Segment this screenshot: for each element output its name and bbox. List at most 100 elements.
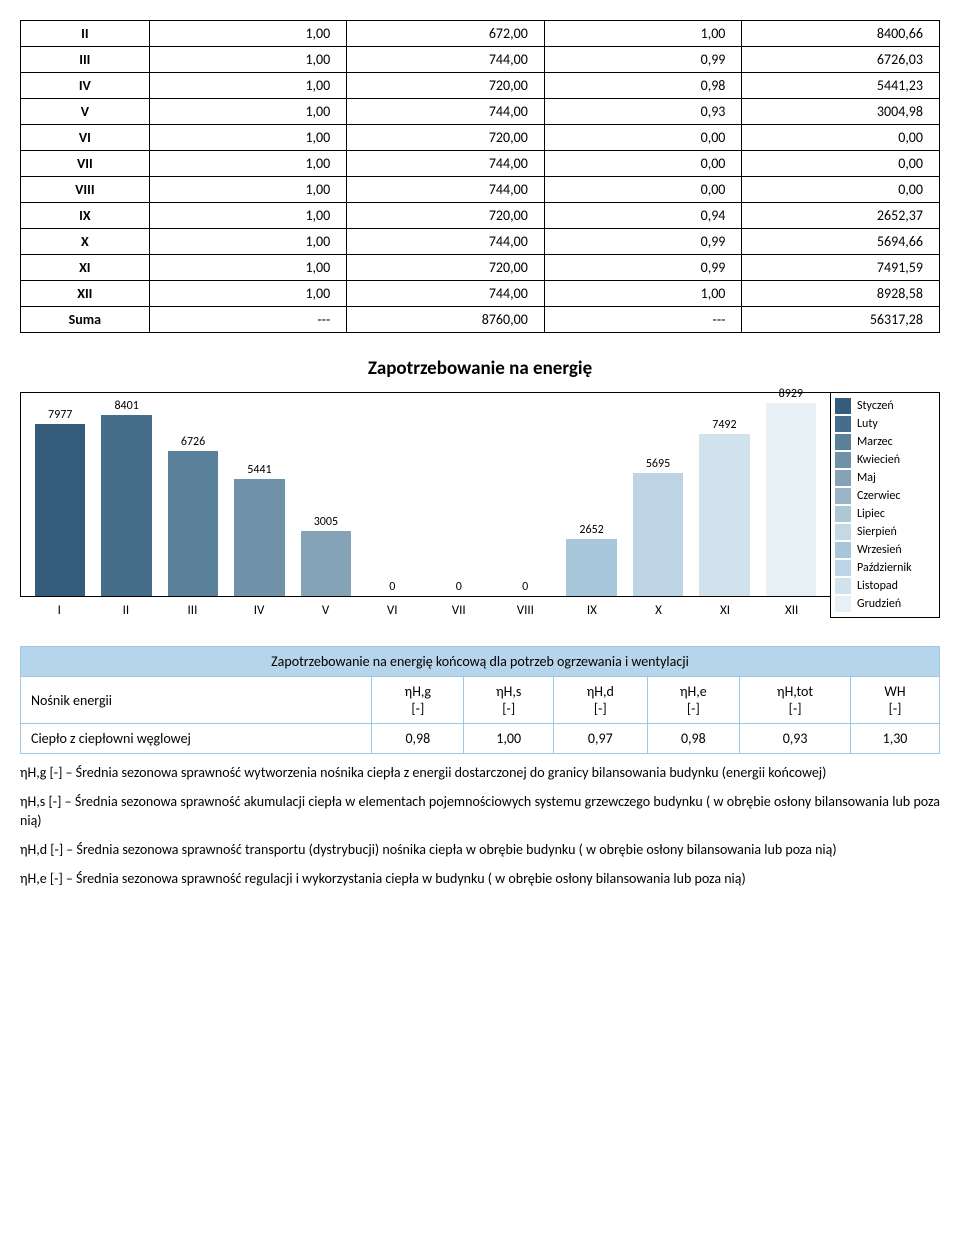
bar-column: 6726	[160, 393, 226, 596]
legend-item: Kwiecień	[835, 451, 935, 469]
cell: 1,00	[149, 21, 347, 47]
x-tick-label: XI	[692, 603, 759, 618]
efficiency-value: 0,98	[372, 724, 464, 754]
x-tick-label: I	[26, 603, 93, 618]
cell: 1,00	[544, 21, 742, 47]
bar	[301, 531, 351, 596]
table-row: VI1,00720,000,000,00	[21, 125, 940, 151]
bar-column: 2652	[558, 393, 624, 596]
legend-label: Październik	[857, 561, 912, 575]
cell: 0,99	[544, 255, 742, 281]
bar-column: 8401	[93, 393, 159, 596]
table-row: VII1,00744,000,000,00	[21, 151, 940, 177]
bar-column: 7492	[691, 393, 757, 596]
row-label: XII	[21, 281, 150, 307]
legend-item: Październik	[835, 559, 935, 577]
legend-item: Styczeń	[835, 397, 935, 415]
cell: 8760,00	[347, 307, 545, 333]
efficiency-col-header: ηH,s[-]	[464, 677, 554, 724]
efficiency-table-title: Zapotrzebowanie na energię końcową dla p…	[21, 647, 940, 677]
legend-label: Maj	[857, 471, 876, 485]
def-hd: ηH,d [-] – Średnia sezonowa sprawność tr…	[20, 841, 940, 860]
legend-label: Grudzień	[857, 597, 901, 611]
bar	[35, 424, 85, 596]
cell: 0,98	[544, 73, 742, 99]
efficiency-col-header: WH[-]	[851, 677, 940, 724]
bar-value-label: 7977	[48, 408, 72, 422]
cell: 1,00	[149, 99, 347, 125]
cell: 2652,37	[742, 203, 940, 229]
cell: 0,00	[742, 151, 940, 177]
bar-value-label: 5695	[646, 457, 670, 471]
cell: 1,00	[149, 281, 347, 307]
cell: 0,00	[742, 177, 940, 203]
cell: 6726,03	[742, 47, 940, 73]
legend-swatch	[835, 470, 851, 486]
cell: 744,00	[347, 177, 545, 203]
legend-item: Maj	[835, 469, 935, 487]
x-tick-label: VII	[425, 603, 492, 618]
x-tick-label: VIII	[492, 603, 559, 618]
x-tick-label: II	[93, 603, 160, 618]
table-row: XI1,00720,000,997491,59	[21, 255, 940, 281]
energy-chart: Zapotrzebowanie na energię 7977840167265…	[20, 357, 940, 618]
efficiency-source-label: Ciepło z ciepłowni węglowej	[21, 724, 372, 754]
row-label: II	[21, 21, 150, 47]
def-hg: ηH,g [-] – Średnia sezonowa sprawność wy…	[20, 764, 940, 783]
table-row: V1,00744,000,933004,98	[21, 99, 940, 125]
chart-title: Zapotrzebowanie na energię	[20, 357, 940, 380]
legend-item: Listopad	[835, 577, 935, 595]
def-he: ηH,e [-] – Średnia sezonowa sprawność re…	[20, 870, 940, 889]
legend-label: Lipiec	[857, 507, 885, 521]
row-label: XI	[21, 255, 150, 281]
bar	[566, 539, 616, 596]
cell: 7491,59	[742, 255, 940, 281]
cell: 0,00	[544, 151, 742, 177]
legend-label: Marzec	[857, 435, 893, 449]
legend-item: Czerwiec	[835, 487, 935, 505]
efficiency-col-header: ηH,g[-]	[372, 677, 464, 724]
efficiency-value: 0,97	[554, 724, 647, 754]
cell: 0,93	[544, 99, 742, 125]
table-row: III1,00744,000,996726,03	[21, 47, 940, 73]
legend-label: Sierpień	[857, 525, 897, 539]
definitions-block: ηH,g [-] – Średnia sezonowa sprawność wy…	[20, 764, 940, 888]
row-label: X	[21, 229, 150, 255]
bar-column: 8929	[758, 393, 824, 596]
cell: 1,00	[544, 281, 742, 307]
bar	[633, 473, 683, 596]
row-label: VIII	[21, 177, 150, 203]
bar-value-label: 0	[389, 580, 395, 594]
legend-label: Kwiecień	[857, 453, 900, 467]
bar-column: 0	[492, 393, 558, 596]
legend-swatch	[835, 416, 851, 432]
cell: 744,00	[347, 281, 545, 307]
table-row: Suma---8760,00---56317,28	[21, 307, 940, 333]
table-row: IX1,00720,000,942652,37	[21, 203, 940, 229]
cell: 5441,23	[742, 73, 940, 99]
legend-swatch	[835, 506, 851, 522]
efficiency-col-header: ηH,tot[-]	[740, 677, 851, 724]
bar-column: 5441	[226, 393, 292, 596]
bar-column: 0	[359, 393, 425, 596]
bar-value-label: 0	[456, 580, 462, 594]
x-tick-label: VI	[359, 603, 426, 618]
bar-column: 0	[426, 393, 492, 596]
bar-value-label: 3005	[314, 515, 338, 529]
cell: 720,00	[347, 203, 545, 229]
table-row: X1,00744,000,995694,66	[21, 229, 940, 255]
def-hs: ηH,s [-] – Średnia sezonowa sprawność ak…	[20, 793, 940, 831]
row-label: Suma	[21, 307, 150, 333]
cell: 0,00	[544, 177, 742, 203]
chart-x-axis: IIIIIIIVVVIVIIVIIIIXXXIXII	[20, 597, 831, 618]
cell: 1,00	[149, 229, 347, 255]
legend-swatch	[835, 398, 851, 414]
efficiency-table: Zapotrzebowanie na energię końcową dla p…	[20, 646, 940, 754]
cell: 1,00	[149, 125, 347, 151]
bar-value-label: 2652	[579, 523, 603, 537]
cell: ---	[544, 307, 742, 333]
x-tick-label: III	[159, 603, 226, 618]
cell: ---	[149, 307, 347, 333]
row-label: VI	[21, 125, 150, 151]
efficiency-value: 1,30	[851, 724, 940, 754]
